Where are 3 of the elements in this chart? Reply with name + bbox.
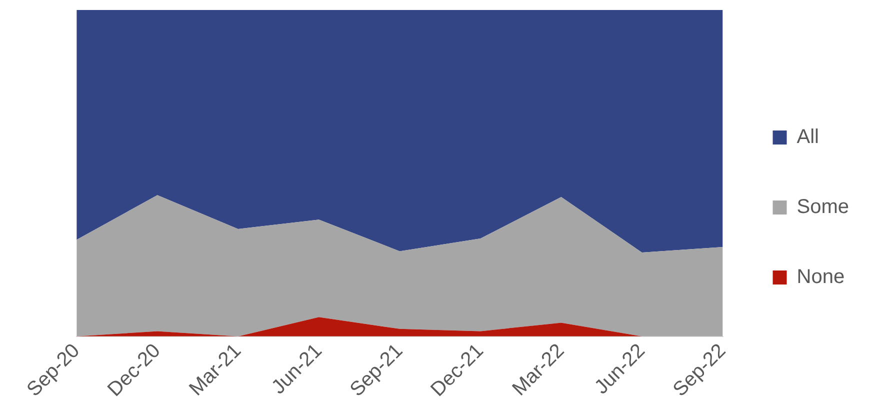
legend-label: Some: [796, 196, 850, 218]
legend-label: None: [796, 266, 845, 288]
legend-label: All: [796, 126, 819, 148]
